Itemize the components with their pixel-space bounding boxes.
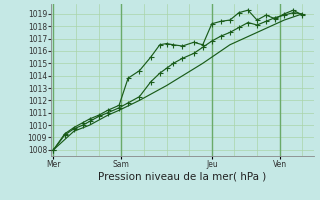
X-axis label: Pression niveau de la mer( hPa ): Pression niveau de la mer( hPa ): [98, 172, 267, 182]
